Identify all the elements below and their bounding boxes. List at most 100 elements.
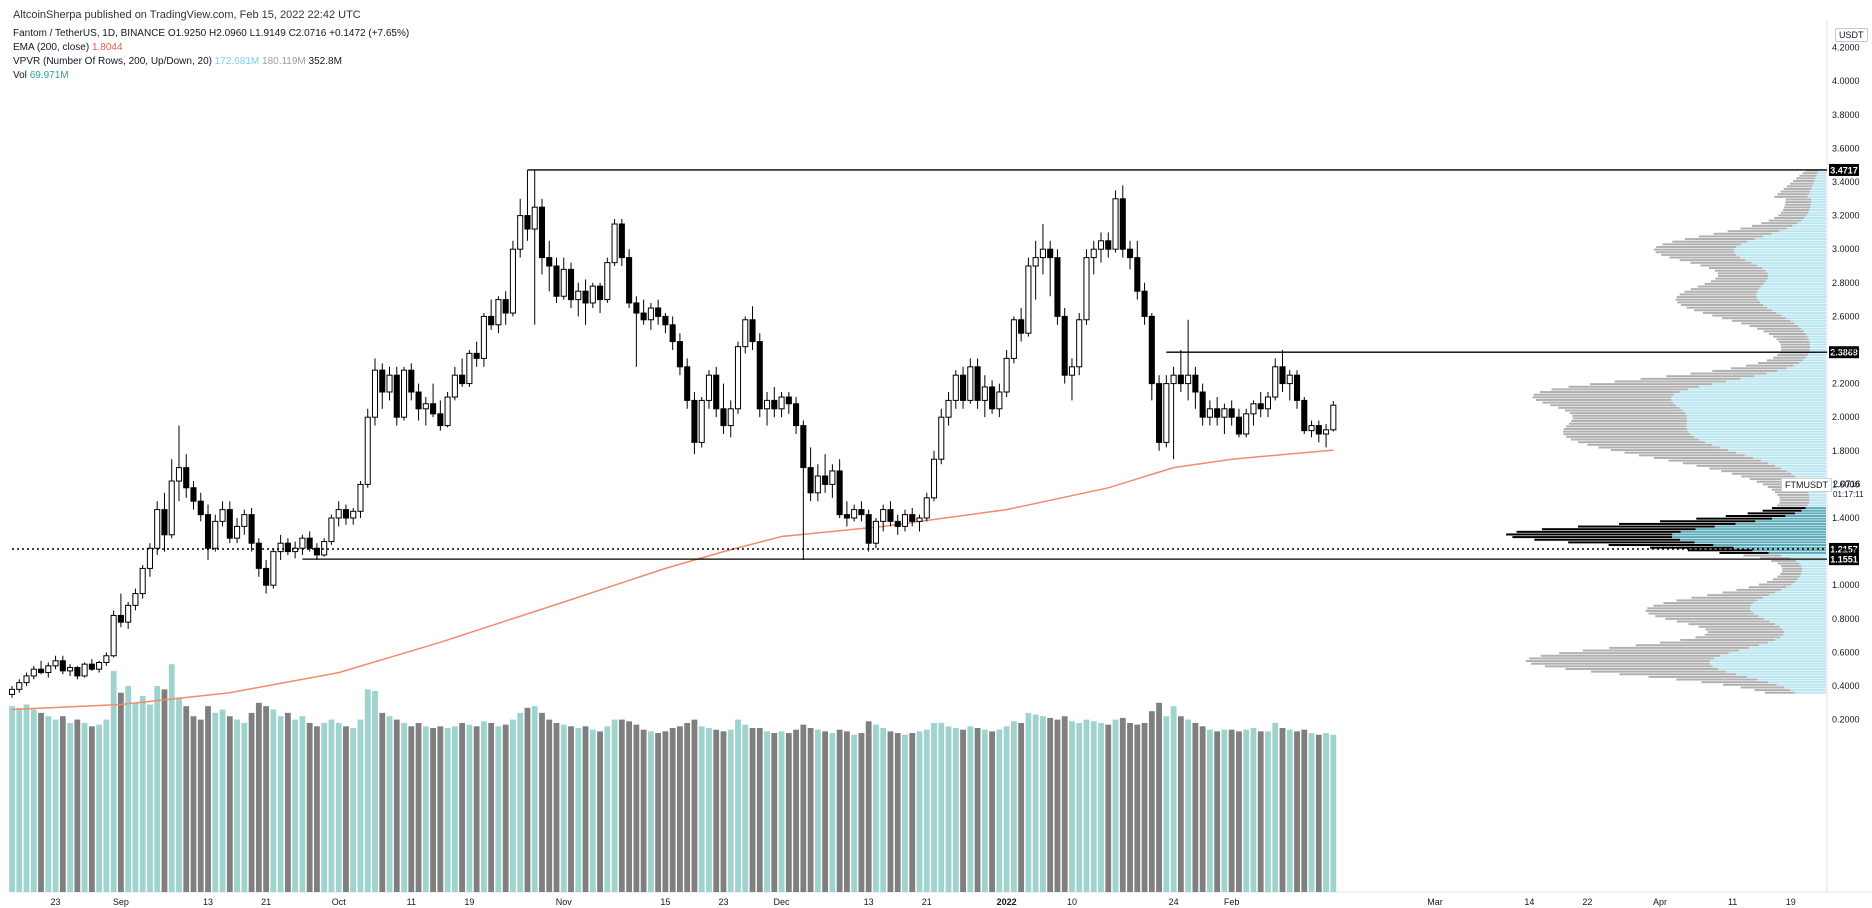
- candle[interactable]: [480, 313, 487, 367]
- candle[interactable]: [1308, 420, 1315, 438]
- candle[interactable]: [647, 302, 654, 330]
- candle[interactable]: [212, 514, 219, 552]
- candle[interactable]: [793, 397, 800, 434]
- candle[interactable]: [662, 313, 669, 334]
- candle[interactable]: [1025, 257, 1032, 337]
- candle[interactable]: [241, 509, 248, 535]
- candle[interactable]: [168, 459, 175, 539]
- candle[interactable]: [59, 655, 66, 675]
- candle[interactable]: [1293, 370, 1301, 409]
- candle[interactable]: [1163, 375, 1170, 448]
- candle[interactable]: [930, 450, 938, 502]
- candle[interactable]: [364, 408, 371, 488]
- candle[interactable]: [1032, 240, 1039, 300]
- candle[interactable]: [960, 366, 967, 409]
- candle[interactable]: [161, 492, 168, 552]
- candle[interactable]: [110, 610, 117, 658]
- candle[interactable]: [444, 392, 451, 428]
- candle[interactable]: [538, 198, 546, 275]
- candle[interactable]: [430, 383, 437, 418]
- candle[interactable]: [451, 366, 458, 401]
- candle[interactable]: [37, 660, 45, 675]
- candle[interactable]: [1097, 232, 1105, 263]
- candle[interactable]: [1250, 400, 1257, 426]
- candle[interactable]: [96, 660, 103, 673]
- candle[interactable]: [466, 350, 473, 387]
- candle[interactable]: [132, 588, 139, 611]
- candle[interactable]: [655, 299, 662, 325]
- candle[interactable]: [872, 518, 879, 549]
- candle[interactable]: [74, 665, 81, 680]
- candle[interactable]: [1206, 400, 1213, 426]
- candle[interactable]: [1199, 383, 1206, 426]
- legend-vpvr-row[interactable]: VPVR (Number Of Rows, 200, Up/Down, 20) …: [13, 55, 409, 69]
- candle[interactable]: [785, 392, 792, 414]
- legend-vol-row[interactable]: Vol 69.971M: [13, 69, 409, 83]
- candle[interactable]: [1047, 240, 1054, 297]
- candle[interactable]: [1105, 232, 1112, 258]
- candle[interactable]: [880, 504, 887, 532]
- candle[interactable]: [248, 507, 255, 552]
- candle[interactable]: [1090, 240, 1097, 275]
- candle[interactable]: [306, 531, 313, 552]
- candle[interactable]: [749, 306, 756, 350]
- candle[interactable]: [175, 425, 183, 502]
- candle[interactable]: [822, 454, 829, 493]
- candle[interactable]: [814, 464, 821, 502]
- candle[interactable]: [277, 534, 284, 560]
- candle[interactable]: [1221, 403, 1228, 434]
- candle[interactable]: [400, 366, 408, 421]
- candle[interactable]: [720, 383, 727, 434]
- candle[interactable]: [546, 240, 553, 292]
- candle[interactable]: [713, 366, 720, 418]
- candle[interactable]: [1083, 249, 1090, 325]
- candle[interactable]: [284, 538, 291, 555]
- candle[interactable]: [589, 282, 596, 308]
- currency-badge[interactable]: USDT: [1835, 28, 1868, 42]
- candle[interactable]: [1323, 423, 1330, 448]
- candle[interactable]: [270, 548, 277, 589]
- legend-ema-row[interactable]: EMA (200, close) 1.8044: [13, 41, 409, 55]
- candle[interactable]: [226, 501, 233, 544]
- candle[interactable]: [1141, 282, 1148, 325]
- candle[interactable]: [350, 507, 357, 525]
- candle[interactable]: [989, 380, 996, 414]
- candle[interactable]: [1010, 316, 1017, 364]
- candle[interactable]: [597, 282, 604, 314]
- candle[interactable]: [771, 386, 778, 418]
- candle[interactable]: [45, 662, 52, 678]
- candle[interactable]: [88, 659, 95, 671]
- level-1.1551[interactable]: 1.1551: [302, 553, 1859, 566]
- level-3.4717[interactable]: 3.4717: [527, 163, 1859, 176]
- candle[interactable]: [488, 299, 495, 330]
- candle[interactable]: [1119, 185, 1126, 258]
- candle[interactable]: [1156, 375, 1163, 451]
- candle[interactable]: [292, 541, 299, 559]
- candle[interactable]: [1076, 313, 1083, 376]
- candle[interactable]: [1272, 358, 1279, 401]
- candle[interactable]: [1039, 224, 1046, 275]
- candle[interactable]: [1003, 350, 1010, 398]
- candle[interactable]: [756, 333, 763, 418]
- candle[interactable]: [379, 363, 386, 409]
- candle[interactable]: [234, 518, 241, 544]
- candle[interactable]: [495, 296, 502, 334]
- candle[interactable]: [1134, 240, 1141, 300]
- candle[interactable]: [560, 257, 567, 300]
- candle[interactable]: [727, 400, 734, 438]
- candle[interactable]: [437, 400, 444, 431]
- candle[interactable]: [125, 602, 132, 629]
- candle[interactable]: [524, 170, 531, 241]
- candle[interactable]: [1315, 420, 1322, 443]
- candle[interactable]: [553, 257, 560, 303]
- candle[interactable]: [190, 481, 197, 510]
- candle[interactable]: [335, 501, 342, 527]
- candle[interactable]: [386, 366, 393, 401]
- candle[interactable]: [851, 504, 858, 522]
- candle[interactable]: [734, 341, 742, 414]
- candle[interactable]: [1228, 400, 1235, 426]
- candle[interactable]: [1170, 366, 1177, 460]
- candle[interactable]: [778, 392, 785, 418]
- candle[interactable]: [183, 454, 190, 498]
- candle[interactable]: [582, 279, 589, 325]
